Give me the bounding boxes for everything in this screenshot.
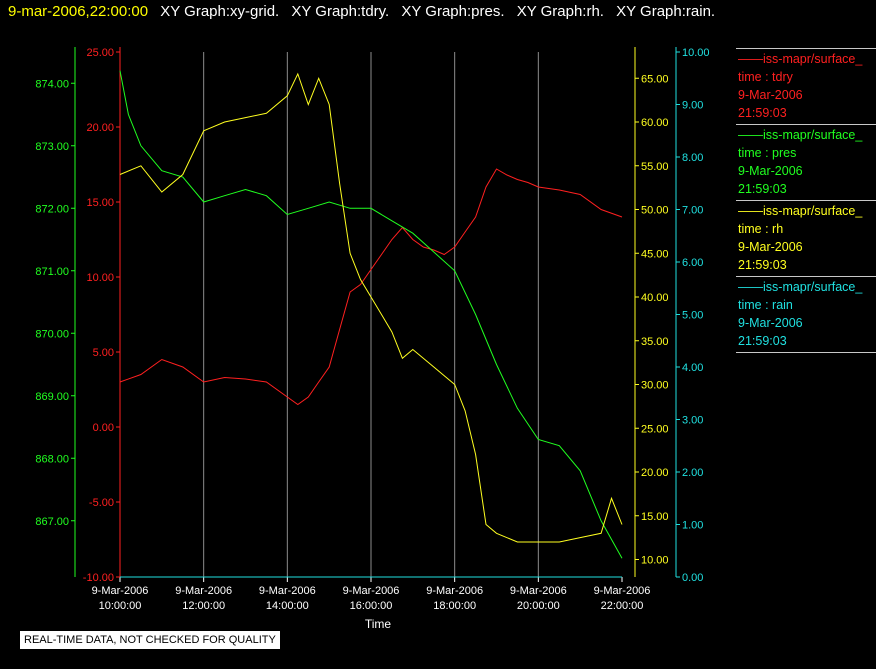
x-tick-label-time: 14:00:00 [266, 600, 309, 612]
rh-series-line [119, 72, 623, 543]
legend-time: 21:59:03 [738, 334, 787, 348]
legend-series-label: time : rain [738, 298, 793, 312]
rain-tick-label: 6.00 [682, 257, 703, 269]
pres-tick-label: 872.00 [35, 203, 69, 215]
tdry-tick-label: 15.00 [86, 197, 114, 209]
x-tick-label-date: 9-Mar-2006 [426, 585, 483, 597]
chart-header: 9-mar-2006,22:00:00 XY Graph:xy-grid. XY… [8, 3, 723, 20]
x-tick-label-time: 18:00:00 [433, 600, 476, 612]
pres-series-line [119, 70, 623, 559]
rain-tick-label: 0.00 [682, 572, 703, 584]
header-graph-tdry: XY Graph:tdry. [291, 3, 390, 20]
rh-tick-label: 20.00 [641, 467, 669, 479]
legend-series-label: time : pres [738, 146, 797, 160]
tdry-tick-label: -10.00 [83, 572, 114, 584]
pres-tick-label: 873.00 [35, 141, 69, 153]
legend-series-label: time : tdry [738, 70, 793, 84]
header-timestamp: 9-mar-2006,22:00:00 [8, 3, 149, 20]
rh-tick-label: 55.00 [641, 161, 669, 173]
pres-tick-label: 867.00 [35, 516, 69, 528]
rain-tick-label: 9.00 [682, 100, 703, 112]
rh-tick-label: 35.00 [641, 336, 669, 348]
legend-entry-rh: ——iss-mapr/surface_ time : rh 9-Mar-2006… [736, 200, 876, 276]
rain-tick-label: 8.00 [682, 152, 703, 164]
pres-tick-label: 869.00 [35, 391, 69, 403]
x-tick-label-date: 9-Mar-2006 [259, 585, 316, 597]
header-graph-xy-grid: XY Graph:xy-grid. [160, 3, 280, 20]
legend-entry-tdry: ——iss-mapr/surface_ time : tdry 9-Mar-20… [736, 48, 876, 124]
tdry-tick-label: 20.00 [86, 122, 114, 134]
legend-line-label: ——iss-mapr/surface_ [738, 52, 863, 66]
legend-series-label: time : rh [738, 222, 784, 236]
legend-entry-pres: ——iss-mapr/surface_ time : pres 9-Mar-20… [736, 124, 876, 200]
legend-entry-rain: ——iss-mapr/surface_ time : rain 9-Mar-20… [736, 276, 876, 353]
quality-notice: REAL-TIME DATA, NOT CHECKED FOR QUALITY [20, 631, 280, 649]
pres-tick-label: 871.00 [35, 266, 69, 278]
rh-tick-label: 60.00 [641, 117, 669, 129]
x-tick-label-date: 9-Mar-2006 [594, 585, 651, 597]
pres-tick-label: 870.00 [35, 328, 69, 340]
rain-tick-label: 5.00 [682, 310, 703, 322]
x-tick-label-date: 9-Mar-2006 [343, 585, 400, 597]
header-graph-pres: XY Graph:pres. [401, 3, 505, 20]
rh-tick-label: 25.00 [641, 423, 669, 435]
legend-date: 9-Mar-2006 [738, 88, 803, 102]
x-axis-title: Time [365, 617, 392, 631]
rh-tick-label: 30.00 [641, 380, 669, 392]
header-graph-rain: XY Graph:rain. [616, 3, 716, 20]
rain-tick-label: 3.00 [682, 415, 703, 427]
x-tick-label-date: 9-Mar-2006 [92, 585, 149, 597]
rh-tick-label: 15.00 [641, 511, 669, 523]
legend-line-label: ——iss-mapr/surface_ [738, 128, 863, 142]
tdry-series-line [119, 168, 623, 406]
pres-tick-label: 868.00 [35, 453, 69, 465]
header-graph-rh: XY Graph:rh. [516, 3, 604, 20]
pres-tick-label: 874.00 [35, 78, 69, 90]
x-tick-label-time: 22:00:00 [601, 600, 644, 612]
tdry-tick-label: 5.00 [93, 347, 114, 359]
tdry-tick-label: -5.00 [89, 497, 114, 509]
x-tick-label-date: 9-Mar-2006 [510, 585, 567, 597]
x-tick-label-time: 20:00:00 [517, 600, 560, 612]
rh-tick-label: 40.00 [641, 292, 669, 304]
legend-time: 21:59:03 [738, 182, 787, 196]
legend: ——iss-mapr/surface_ time : tdry 9-Mar-20… [736, 48, 876, 353]
legend-date: 9-Mar-2006 [738, 316, 803, 330]
rain-tick-label: 7.00 [682, 205, 703, 217]
rh-tick-label: 10.00 [641, 555, 669, 567]
legend-time: 21:59:03 [738, 106, 787, 120]
rain-tick-label: 4.00 [682, 362, 703, 374]
rain-tick-label: 10.00 [682, 47, 710, 59]
x-tick-label-time: 10:00:00 [99, 600, 142, 612]
x-tick-label-date: 9-Mar-2006 [175, 585, 232, 597]
legend-line-label: ——iss-mapr/surface_ [738, 204, 863, 218]
rain-tick-label: 1.00 [682, 520, 703, 532]
legend-line-label: ——iss-mapr/surface_ [738, 280, 863, 294]
x-tick-label-time: 12:00:00 [182, 600, 225, 612]
rh-tick-label: 45.00 [641, 248, 669, 260]
tdry-tick-label: 25.00 [86, 47, 114, 59]
legend-date: 9-Mar-2006 [738, 240, 803, 254]
rain-tick-label: 2.00 [682, 467, 703, 479]
rh-tick-label: 65.00 [641, 73, 669, 85]
tdry-tick-label: 10.00 [86, 272, 114, 284]
legend-date: 9-Mar-2006 [738, 164, 803, 178]
tdry-tick-label: 0.00 [93, 422, 114, 434]
rh-tick-label: 50.00 [641, 205, 669, 217]
x-tick-label-time: 16:00:00 [350, 600, 393, 612]
legend-time: 21:59:03 [738, 258, 787, 272]
